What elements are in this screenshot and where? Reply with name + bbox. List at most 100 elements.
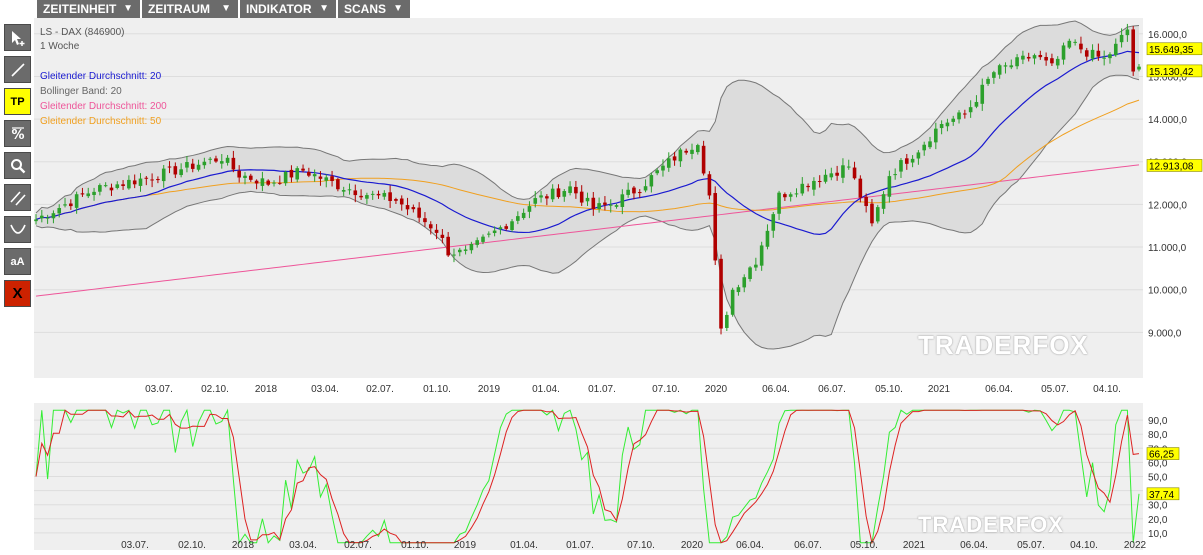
candle-body: [603, 202, 607, 205]
chevron-down-icon: ▼: [319, 3, 329, 14]
cursor-tool-button[interactable]: [4, 24, 31, 51]
candle-body: [167, 166, 172, 168]
candle-body: [568, 186, 572, 193]
tp-tool-button[interactable]: TP: [4, 88, 31, 115]
candle-body: [260, 178, 265, 186]
percent-icon: %: [9, 125, 27, 143]
menu-scans[interactable]: SCANS ▼: [338, 0, 410, 18]
percent-tool-button[interactable]: %: [4, 120, 31, 147]
menu-indikator[interactable]: INDIKATOR ▼: [240, 0, 336, 18]
candle-body: [742, 277, 747, 288]
candle-body: [341, 190, 346, 192]
x-tick-label: 03.04.: [311, 384, 339, 395]
instrument-label: LS - DAX (846900): [40, 27, 125, 38]
x-tick-label: 05.07.: [1041, 384, 1069, 395]
stoch-x-tick-label: 2018: [232, 540, 255, 550]
zoom-tool-button[interactable]: [4, 152, 31, 179]
candle-body: [109, 187, 114, 191]
candle-body: [974, 101, 979, 107]
price-label-box: [1146, 159, 1203, 172]
candle-body: [992, 72, 996, 78]
candle-body: [666, 158, 671, 168]
candle-body: [870, 203, 874, 224]
candle-body: [504, 226, 509, 229]
candle-body: [661, 165, 665, 171]
candle-body: [214, 158, 218, 162]
x-tick-label: 06.07.: [818, 384, 846, 395]
candle-body: [278, 182, 282, 184]
candle-body: [1015, 57, 1019, 67]
candle-body: [591, 197, 596, 210]
line-tool-button[interactable]: [4, 56, 31, 83]
ma20-line: [35, 50, 1140, 235]
candle-body: [103, 185, 108, 187]
candle-body: [928, 141, 932, 148]
candle-body: [127, 179, 131, 189]
chevron-down-icon: ▼: [393, 3, 403, 14]
candle-body: [817, 181, 822, 183]
price-label: 15.130,42: [1149, 67, 1194, 78]
candle-body: [858, 178, 863, 198]
x-axis-strip: [34, 378, 1143, 403]
candle-body: [585, 197, 590, 202]
stoch-tick-label: 10,0: [1148, 529, 1168, 540]
candle-body: [899, 160, 903, 172]
candle-body: [643, 186, 648, 191]
channel-tool-button[interactable]: [4, 184, 31, 211]
stoch-x-tick-label: 04.10.: [1070, 540, 1098, 550]
traderfox-watermark-lower: TRADERFOX: [918, 512, 1064, 537]
candle-body: [1084, 50, 1089, 57]
x-tick-label: 07.10.: [652, 384, 680, 395]
candle-body: [219, 161, 224, 164]
x-tick-label: 04.10.: [1093, 384, 1121, 395]
curve-tool-button[interactable]: [4, 216, 31, 243]
stoch-value-label: 66,25: [1149, 450, 1174, 461]
stoch-value-label: 37,74: [1149, 490, 1174, 501]
candle-body: [997, 65, 1002, 75]
bollinger-upper-line: [35, 20, 1140, 214]
candle-body: [405, 205, 410, 210]
candle-body: [202, 161, 207, 166]
candle-body: [1113, 43, 1118, 56]
menu-zeitraum[interactable]: ZEITRAUM ▼: [142, 0, 238, 18]
candle-body: [336, 179, 340, 190]
candle-body: [968, 107, 973, 113]
candle-body: [388, 192, 392, 202]
candle-body: [1137, 66, 1141, 70]
candle-body: [492, 230, 497, 234]
chart-area[interactable]: 9.000,010.000,011.000,012.000,013.000,01…: [34, 18, 1203, 555]
stoch-x-tick-label: 2021: [903, 540, 926, 550]
candle-body: [365, 195, 369, 199]
x-tick-label: 02.07.: [366, 384, 394, 395]
candle-body: [922, 144, 927, 151]
candle-body: [846, 166, 851, 168]
x-tick-label: 03.07.: [145, 384, 173, 395]
stoch-x-tick-label: 2019: [454, 540, 477, 550]
candle-body: [382, 192, 387, 197]
candle-body: [696, 145, 700, 153]
x-tick-label: 06.04.: [762, 384, 790, 395]
candle-body: [1073, 41, 1077, 43]
legend-bollinger: Bollinger Band: 20: [40, 86, 122, 97]
candle-body: [353, 190, 358, 196]
curve-icon: [9, 221, 27, 239]
candle-body: [185, 162, 189, 168]
candle-body: [121, 184, 125, 187]
stoch-x-tick-label: 02.07.: [344, 540, 372, 550]
candle-body: [295, 168, 300, 180]
candle-body: [411, 207, 416, 210]
delete-tool-button[interactable]: X: [4, 280, 31, 307]
stoch-x-tick-label: 02.10.: [178, 540, 206, 550]
text-tool-button[interactable]: aA: [4, 248, 31, 275]
x-tick-label: 2019: [478, 384, 501, 395]
candle-body: [208, 158, 212, 160]
candle-body: [539, 195, 543, 198]
price-label: 12.913,08: [1149, 161, 1194, 172]
menu-zeiteinheit[interactable]: ZEITEINHEIT ▼: [37, 0, 140, 18]
candle-body: [841, 165, 845, 178]
candle-body: [986, 78, 990, 84]
chart-svg[interactable]: 9.000,010.000,011.000,012.000,013.000,01…: [34, 18, 1203, 551]
menu-label: SCANS: [344, 2, 387, 16]
candle-body: [457, 249, 462, 253]
stoch-x-tick-label: 01.10.: [401, 540, 429, 550]
